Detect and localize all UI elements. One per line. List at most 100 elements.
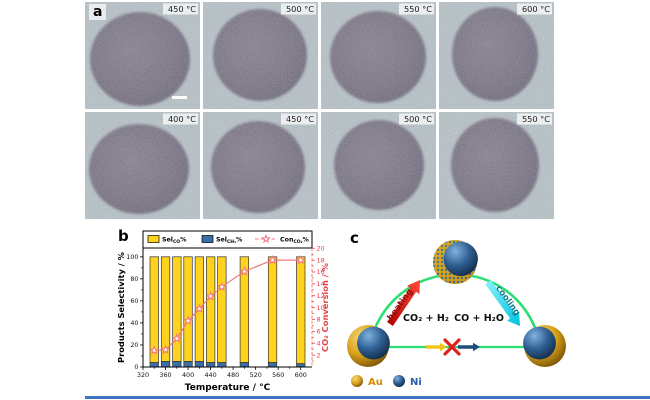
svg-text:2: 2 <box>317 351 321 359</box>
cooling-arrow <box>485 279 520 326</box>
tem-tile: 550 °C <box>439 112 554 219</box>
heating-arrow <box>387 280 420 326</box>
temperature-label: 500 °C <box>281 3 316 15</box>
svg-text:60: 60 <box>130 297 138 305</box>
x-axis-title: Temperature / °C <box>185 383 271 393</box>
star-marker <box>160 344 171 355</box>
svg-text:16: 16 <box>317 268 325 276</box>
temperature-label: 400 °C <box>163 113 198 125</box>
tem-tile: 500 °C <box>321 112 436 219</box>
alloy-particle-top <box>433 240 478 284</box>
tem-image: 550 °C <box>439 112 554 219</box>
ni-legend-label: Ni <box>410 377 422 388</box>
svg-text:450 °C: 450 °C <box>286 114 314 124</box>
svg-text:560: 560 <box>272 371 284 379</box>
svg-text:ConCO₂%: ConCO₂% <box>280 237 310 246</box>
panel-b-label: b <box>118 227 129 245</box>
tem-image: 500 °C <box>321 112 436 219</box>
tem-tile: 450 °C <box>85 2 200 109</box>
tem-image: 550 °C <box>321 2 436 109</box>
svg-text:8: 8 <box>317 316 321 324</box>
tem-image: 400 °C <box>85 112 200 219</box>
svg-text:40: 40 <box>130 319 138 327</box>
svg-text:500 °C: 500 °C <box>286 4 314 14</box>
tem-image: 600 °C <box>439 2 554 109</box>
svg-text:20: 20 <box>130 341 138 349</box>
tem-tile: 600 °C <box>439 2 554 109</box>
svg-text:550 °C: 550 °C <box>404 4 432 14</box>
svg-text:SelCO%: SelCO% <box>162 237 187 246</box>
temperature-label: 450 °C <box>163 3 198 15</box>
svg-text:4: 4 <box>317 339 321 347</box>
scale-bar <box>172 96 187 99</box>
svg-text:520: 520 <box>250 371 262 379</box>
bottom-accent-line <box>85 396 650 399</box>
svg-text:600: 600 <box>295 371 307 379</box>
tem-tile: 400 °C <box>85 112 200 219</box>
tem-tile: 550 °C <box>321 2 436 109</box>
panel-a-tem-grid: 450 °C 500 °C 550 °C 600 °C <box>85 2 556 223</box>
svg-text:100: 100 <box>126 253 138 261</box>
right-axis-title: CO₂ Conversion / % <box>320 262 330 352</box>
tem-tile: 500 °C <box>203 2 318 109</box>
au-legend-icon <box>351 375 363 387</box>
temperature-label: 550 °C <box>517 113 552 125</box>
tem-image: 450 °C <box>85 2 200 109</box>
svg-text:80: 80 <box>130 275 138 283</box>
star-marker <box>267 254 278 265</box>
svg-text:320: 320 <box>137 371 149 379</box>
svg-text:18: 18 <box>317 256 325 264</box>
temperature-label: 500 °C <box>399 113 434 125</box>
svg-text:400: 400 <box>182 371 194 379</box>
navy-arrow <box>458 342 480 352</box>
reaction-right: CO + H₂O <box>454 313 504 324</box>
legend-swatch <box>147 235 160 243</box>
svg-text:10: 10 <box>317 304 325 312</box>
svg-text:6: 6 <box>317 328 321 336</box>
janus-particle-right <box>523 325 566 367</box>
svg-text:450 °C: 450 °C <box>168 4 196 14</box>
tem-image: 500 °C <box>203 2 318 109</box>
svg-text:14: 14 <box>317 280 325 288</box>
star-marker <box>216 281 227 292</box>
gold-arrow <box>426 342 447 352</box>
svg-text:20: 20 <box>317 244 325 252</box>
panel-b-chart: SelCO% SelCH₄% ConCO₂% 320 360 400 440 480 520 56… <box>112 228 336 400</box>
svg-text:550 °C: 550 °C <box>522 114 550 124</box>
left-axis-title: Products Selectivity / % <box>116 251 126 363</box>
reaction-left: CO₂ + H₂ <box>403 313 449 324</box>
star-marker <box>149 345 160 355</box>
conversion-line <box>154 259 301 351</box>
star-marker <box>183 315 194 325</box>
blocked-cross-icon <box>443 338 461 356</box>
svg-text:440: 440 <box>204 371 216 379</box>
tem-tile: 450 °C <box>203 112 318 219</box>
material-legend: Au Ni <box>351 375 422 388</box>
star-marker <box>205 291 216 301</box>
tem-image: 450 °C <box>203 112 318 219</box>
svg-text:12: 12 <box>317 292 325 300</box>
temperature-label: 450 °C <box>281 113 316 125</box>
au-legend-label: Au <box>368 377 383 388</box>
temperature-label: 550 °C <box>399 3 434 15</box>
star-marker <box>239 266 250 276</box>
ni-legend-icon <box>393 375 405 387</box>
svg-text:480: 480 <box>227 371 239 379</box>
chart-legend-box <box>142 230 313 249</box>
svg-text:0: 0 <box>134 363 138 371</box>
svg-text:500 °C: 500 °C <box>404 114 432 124</box>
svg-text:360: 360 <box>159 371 171 379</box>
star-marker <box>194 303 205 314</box>
panel-c-scheme: heating cooling CO₂ + H₂ CO + H₂O Au Ni <box>340 228 590 400</box>
svg-text:SelCH₄%: SelCH₄% <box>216 237 243 246</box>
svg-text:400 °C: 400 °C <box>168 114 196 124</box>
panel-c-label: c <box>350 229 359 247</box>
panel-a-label: a <box>89 4 107 20</box>
star-marker <box>295 254 306 265</box>
svg-text:600 °C: 600 °C <box>522 4 550 14</box>
legend-swatch <box>201 235 214 243</box>
janus-particle-left <box>347 325 390 367</box>
star-marker <box>171 333 182 343</box>
temperature-label: 600 °C <box>517 3 552 15</box>
